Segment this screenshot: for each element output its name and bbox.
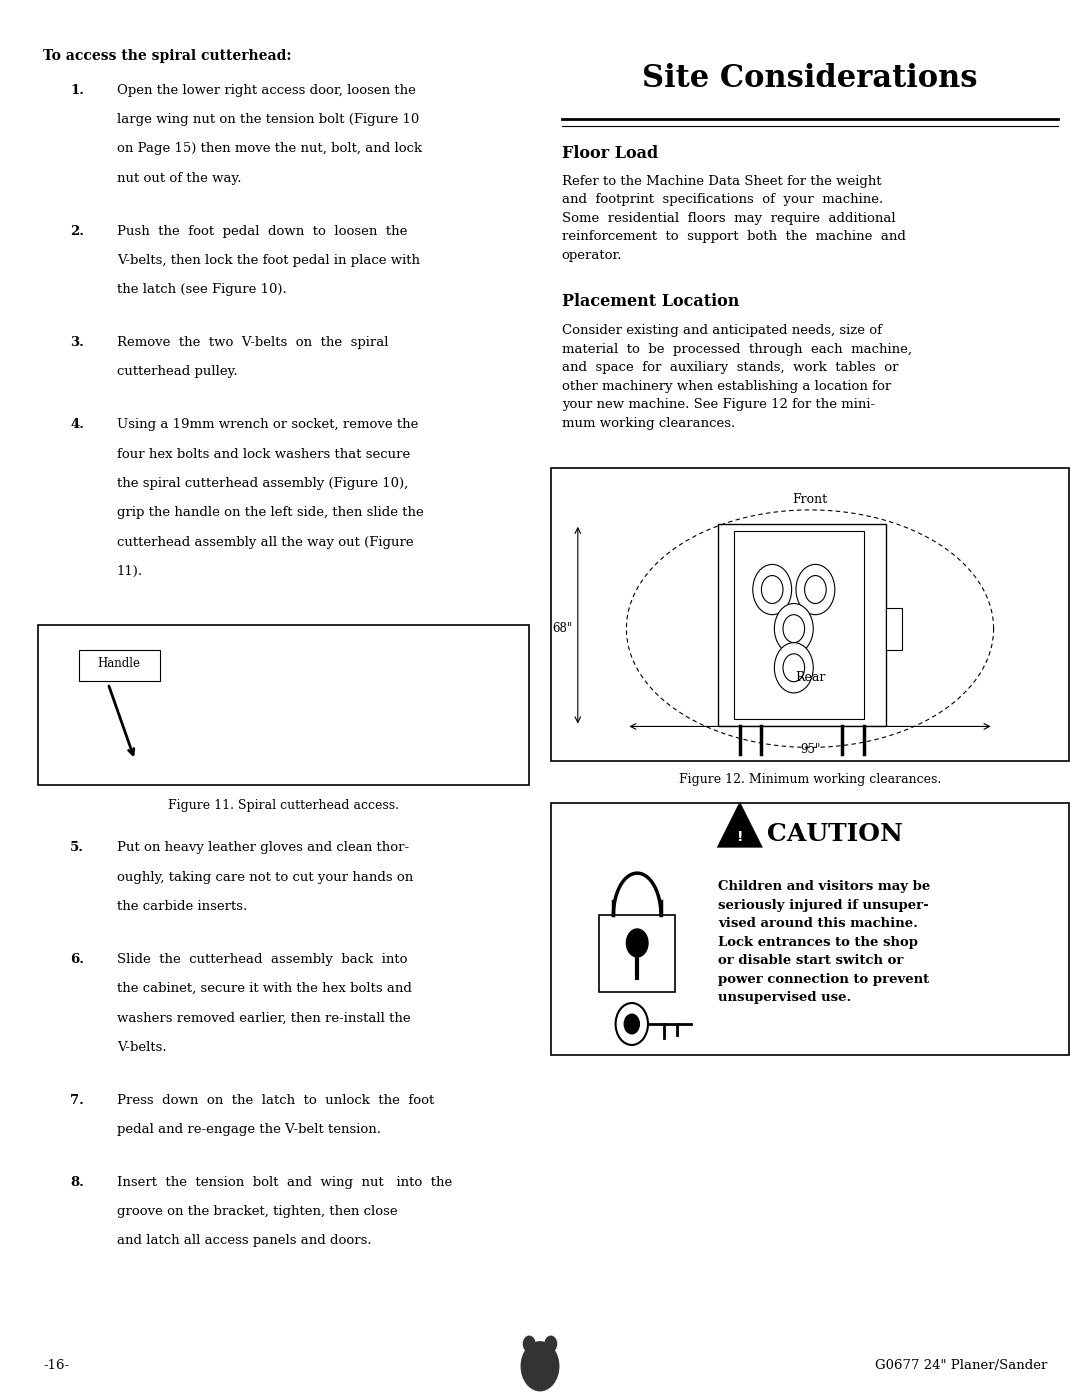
Text: 6.: 6. (70, 953, 84, 965)
Text: the carbide inserts.: the carbide inserts. (117, 900, 247, 914)
Text: on ⁠Page 15) then move the nut, bolt, and lock: on ⁠Page 15) then move the nut, bolt, an… (117, 142, 422, 155)
Circle shape (783, 615, 805, 643)
Text: 5.: 5. (70, 841, 84, 855)
Text: Site Considerations: Site Considerations (643, 63, 977, 94)
Text: G0677 24" Planer/Sander: G0677 24" Planer/Sander (875, 1359, 1048, 1372)
Bar (79, 650, 160, 680)
Text: and latch all access panels and doors.: and latch all access panels and doors. (117, 1235, 372, 1248)
Text: 11).: 11). (117, 564, 143, 578)
Text: Figure 11. Spiral cutterhead access.: Figure 11. Spiral cutterhead access. (168, 799, 399, 813)
Text: 95": 95" (800, 743, 820, 756)
Text: Floor Load: Floor Load (562, 145, 658, 162)
Bar (599, 915, 675, 992)
Text: CAUTION: CAUTION (767, 821, 903, 847)
Text: large wing nut on the tension bolt (⁠Figure 10: large wing nut on the tension bolt (⁠Fig… (117, 113, 419, 126)
Text: Consider existing and anticipated needs, size of
material  to  be  processed  th: Consider existing and anticipated needs,… (562, 324, 912, 430)
Text: 68": 68" (552, 622, 572, 636)
Circle shape (796, 564, 835, 615)
Text: four hex bolts and lock washers that secure: four hex bolts and lock washers that sec… (117, 447, 410, 461)
Text: V-belts, then lock the foot pedal in place with: V-belts, then lock the foot pedal in pla… (117, 254, 420, 267)
Circle shape (783, 654, 805, 682)
Text: cutterhead pulley.: cutterhead pulley. (117, 366, 238, 379)
Circle shape (616, 1003, 648, 1045)
Text: 1.: 1. (70, 84, 84, 96)
Text: grip the handle on the left side, then slide the: grip the handle on the left side, then s… (117, 506, 423, 520)
Text: the latch (see ⁠Figure 10).: the latch (see ⁠Figure 10). (117, 284, 286, 296)
Bar (734, 531, 864, 719)
Text: Push  the  foot  pedal  down  to  loosen  the: Push the foot pedal down to loosen the (117, 225, 407, 237)
Text: Refer to the ⁠Machine Data Sheet for the weight
and  footprint  specifications  : Refer to the ⁠Machine Data Sheet for the… (562, 175, 905, 261)
Text: Press  down  on  the  latch  to  unlock  the  foot: Press down on the latch to unlock the fo… (117, 1094, 434, 1106)
Text: Handle: Handle (97, 658, 140, 671)
Circle shape (761, 576, 783, 604)
Text: groove on the bracket, tighten, then close: groove on the bracket, tighten, then clo… (117, 1206, 397, 1218)
Bar (718, 524, 886, 726)
Text: washers removed earlier, then re-install the: washers removed earlier, then re-install… (117, 1011, 410, 1024)
Polygon shape (718, 803, 761, 847)
Bar (551, 803, 1069, 1055)
Text: 4.: 4. (70, 418, 84, 432)
Text: Front: Front (793, 493, 827, 506)
Text: the cabinet, secure it with the hex bolts and: the cabinet, secure it with the hex bolt… (117, 982, 411, 995)
Text: To access the spiral cutterhead:: To access the spiral cutterhead: (43, 49, 292, 63)
Text: Figure 12. Minimum working clearances.: Figure 12. Minimum working clearances. (679, 773, 941, 785)
Circle shape (753, 564, 792, 615)
Text: oughly, taking care not to cut your hands on: oughly, taking care not to cut your hand… (117, 870, 413, 884)
Text: Children and visitors may be
seriously injured if unsuper-
vised around this mac: Children and visitors may be seriously i… (718, 880, 931, 1004)
Circle shape (774, 604, 813, 654)
Circle shape (523, 1336, 536, 1352)
Bar (886, 608, 902, 650)
Circle shape (544, 1336, 557, 1352)
Text: 7.: 7. (70, 1094, 84, 1106)
Text: !: ! (737, 830, 743, 844)
Circle shape (626, 929, 648, 957)
Circle shape (805, 576, 826, 604)
Text: the spiral cutterhead assembly (⁠Figure 10),: the spiral cutterhead assembly (⁠Figure … (117, 476, 408, 490)
Text: 8.: 8. (70, 1176, 84, 1189)
Text: Placement Location: Placement Location (562, 293, 739, 310)
Text: Slide  the  cutterhead  assembly  back  into: Slide the cutterhead assembly back into (117, 953, 407, 965)
Text: nut out of the way.: nut out of the way. (117, 172, 241, 184)
Circle shape (624, 1014, 639, 1034)
Bar (38, 624, 529, 785)
Text: Open the lower right access door, loosen the: Open the lower right access door, loosen… (117, 84, 416, 96)
Text: cutterhead assembly all the way out (⁠Figure: cutterhead assembly all the way out (⁠Fi… (117, 535, 414, 549)
Text: 2.: 2. (70, 225, 84, 237)
Text: Insert  the  tension  bolt  and  wing  nut   into  the: Insert the tension bolt and wing nut int… (117, 1176, 451, 1189)
Circle shape (521, 1341, 559, 1391)
Text: Put on heavy leather gloves and clean thor-: Put on heavy leather gloves and clean th… (117, 841, 408, 855)
Text: Using a 19mm wrench or socket, remove the: Using a 19mm wrench or socket, remove th… (117, 418, 418, 432)
Circle shape (774, 643, 813, 693)
Text: 3.: 3. (70, 337, 84, 349)
Bar (551, 468, 1069, 761)
Text: Rear: Rear (795, 671, 825, 683)
Text: -16-: -16- (43, 1359, 69, 1372)
Text: pedal and re-engage the V-belt tension.: pedal and re-engage the V-belt tension. (117, 1123, 380, 1136)
Text: V-belts.: V-belts. (117, 1041, 166, 1053)
Text: Remove  the  two  V-belts  on  the  spiral: Remove the two V-belts on the spiral (117, 337, 388, 349)
